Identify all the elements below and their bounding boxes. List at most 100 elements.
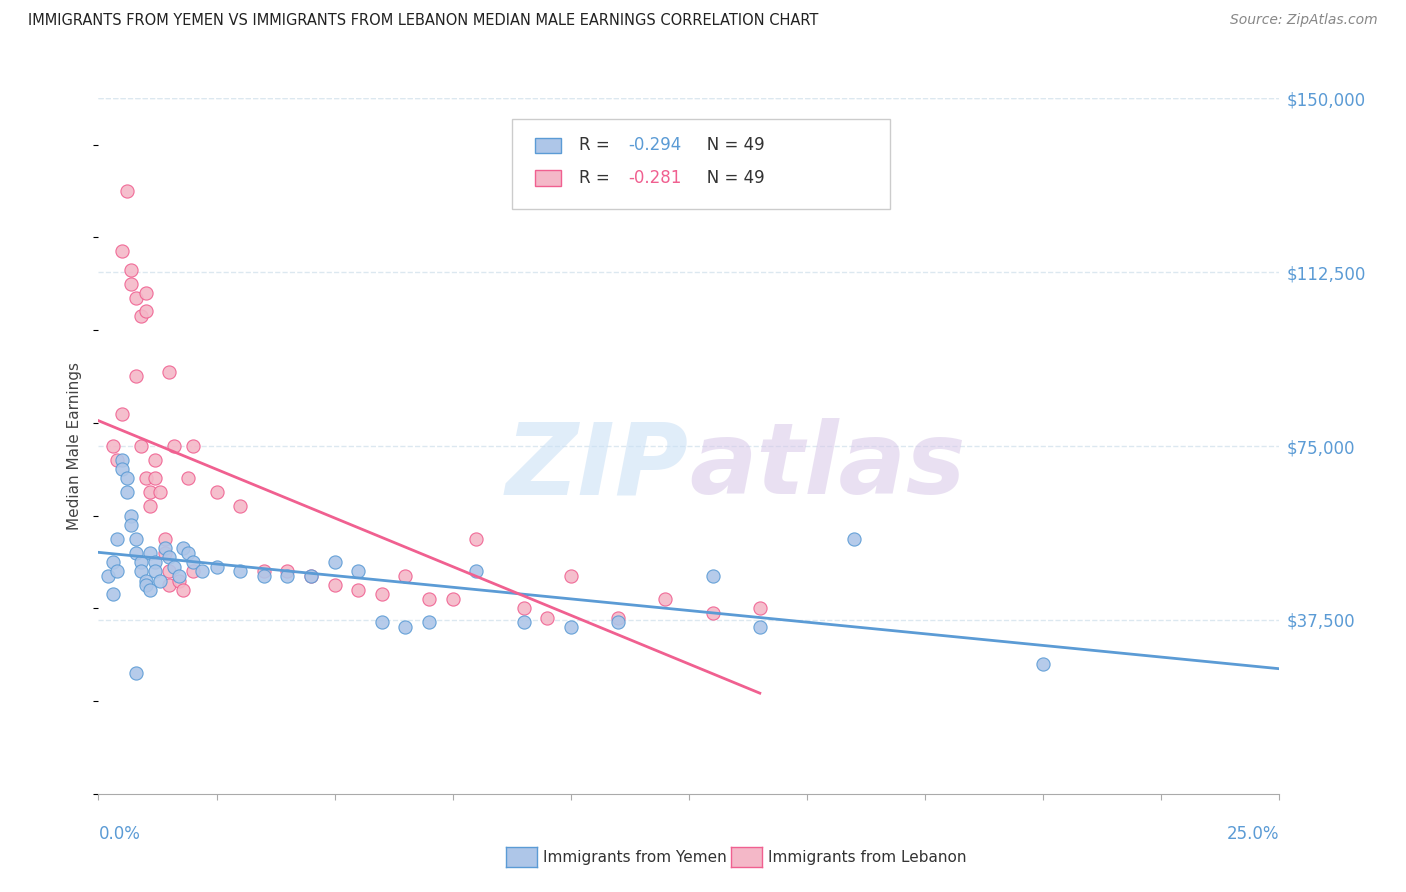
Text: 25.0%: 25.0% xyxy=(1227,825,1279,843)
Point xyxy=(111,244,134,259)
Point xyxy=(607,610,630,624)
Point xyxy=(394,620,416,634)
Point xyxy=(347,564,370,578)
Point xyxy=(536,610,558,624)
Point xyxy=(115,485,138,500)
Point xyxy=(167,574,190,588)
Point xyxy=(299,569,322,583)
Point xyxy=(105,564,128,578)
Point xyxy=(1032,657,1054,671)
Point xyxy=(560,569,582,583)
Point xyxy=(177,471,200,485)
Point xyxy=(129,555,152,569)
Point xyxy=(748,620,770,634)
Point xyxy=(177,546,200,560)
Point xyxy=(139,582,162,597)
Point xyxy=(149,485,172,500)
Point xyxy=(101,439,124,453)
Point xyxy=(105,453,128,467)
Point xyxy=(323,555,346,569)
Point xyxy=(101,587,124,601)
Point xyxy=(121,262,143,277)
Point xyxy=(153,546,176,560)
Point xyxy=(105,532,128,546)
Point xyxy=(560,620,582,634)
Text: R =: R = xyxy=(579,136,614,154)
Point xyxy=(115,471,138,485)
Point xyxy=(135,574,157,588)
Point xyxy=(157,550,180,565)
Point xyxy=(111,453,134,467)
Point xyxy=(97,569,120,583)
Point xyxy=(371,587,394,601)
Point xyxy=(299,569,322,583)
Point xyxy=(205,559,228,574)
Point xyxy=(143,471,166,485)
Point xyxy=(844,532,866,546)
Point xyxy=(135,304,157,318)
FancyBboxPatch shape xyxy=(536,170,561,186)
Point xyxy=(371,615,394,630)
Point xyxy=(167,569,190,583)
Text: R =: R = xyxy=(579,169,614,187)
Point xyxy=(149,574,172,588)
Text: -0.281: -0.281 xyxy=(628,169,682,187)
Text: Immigrants from Yemen: Immigrants from Yemen xyxy=(543,850,727,864)
Point xyxy=(465,532,488,546)
Point xyxy=(153,541,176,555)
Point xyxy=(125,369,148,384)
Point xyxy=(654,592,676,607)
Point xyxy=(323,578,346,592)
Point xyxy=(418,592,440,607)
Point xyxy=(191,564,214,578)
Point xyxy=(157,365,180,379)
Point xyxy=(748,601,770,615)
Point xyxy=(153,532,176,546)
Point xyxy=(111,462,134,476)
Text: N = 49: N = 49 xyxy=(692,169,765,187)
Point xyxy=(121,508,143,523)
Point xyxy=(276,564,298,578)
Point xyxy=(157,564,180,578)
FancyBboxPatch shape xyxy=(536,137,561,153)
Point xyxy=(143,555,166,569)
Point xyxy=(129,564,152,578)
Point xyxy=(125,546,148,560)
Point xyxy=(253,569,276,583)
Point xyxy=(135,285,157,300)
Point xyxy=(121,277,143,291)
Point xyxy=(276,569,298,583)
Point xyxy=(347,582,370,597)
Point xyxy=(512,601,534,615)
Point xyxy=(139,546,162,560)
Point xyxy=(465,564,488,578)
Point xyxy=(702,569,724,583)
Point xyxy=(512,615,534,630)
Point xyxy=(115,184,138,198)
FancyBboxPatch shape xyxy=(512,119,890,210)
Point xyxy=(135,471,157,485)
Point xyxy=(139,485,162,500)
Point xyxy=(181,564,204,578)
Point xyxy=(702,606,724,620)
Point xyxy=(441,592,464,607)
Point xyxy=(205,485,228,500)
Point xyxy=(181,555,204,569)
Point xyxy=(143,564,166,578)
Point xyxy=(125,666,148,681)
Text: N = 49: N = 49 xyxy=(692,136,765,154)
Point xyxy=(163,559,186,574)
Point xyxy=(253,564,276,578)
Text: 0.0%: 0.0% xyxy=(98,825,141,843)
Text: IMMIGRANTS FROM YEMEN VS IMMIGRANTS FROM LEBANON MEDIAN MALE EARNINGS CORRELATIO: IMMIGRANTS FROM YEMEN VS IMMIGRANTS FROM… xyxy=(28,13,818,29)
Point xyxy=(172,582,194,597)
Point xyxy=(181,439,204,453)
Point xyxy=(135,578,157,592)
Text: ZIP: ZIP xyxy=(506,418,689,516)
Point xyxy=(121,517,143,532)
Point xyxy=(418,615,440,630)
Point xyxy=(172,541,194,555)
Point xyxy=(163,439,186,453)
Point xyxy=(101,555,124,569)
Point xyxy=(394,569,416,583)
